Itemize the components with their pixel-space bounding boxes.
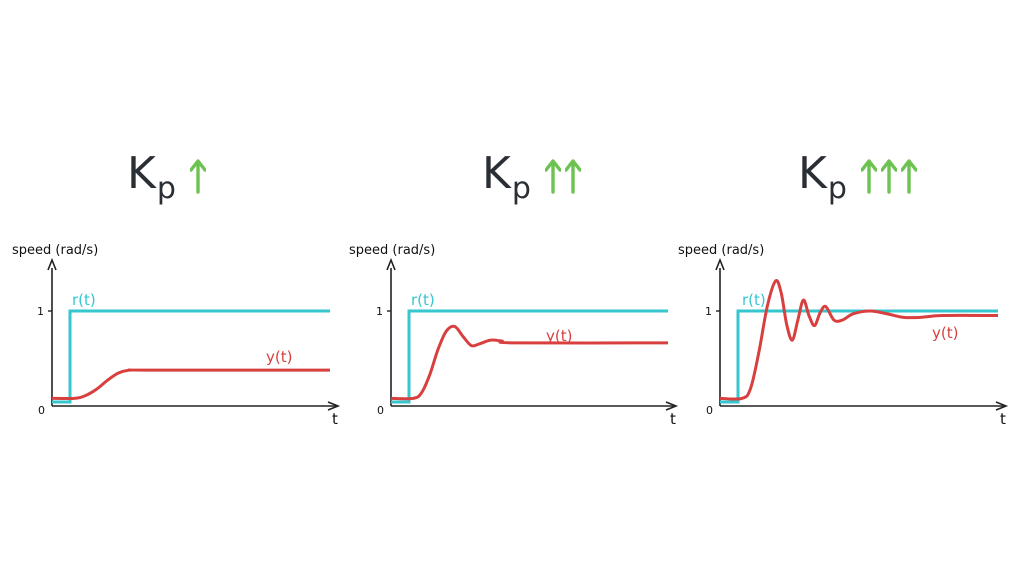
x-axis-label: t [1000, 410, 1006, 428]
panel-3-plot [715, 257, 1009, 411]
panel-3-title: K p [798, 152, 921, 204]
panel-2-plot [386, 257, 679, 411]
up-arrow-icon [544, 159, 561, 194]
up-arrow-icon [564, 159, 581, 194]
reference-signal-line [52, 309, 330, 404]
panel-2-title-k: K [482, 148, 511, 199]
up-arrow-icon [860, 159, 877, 194]
x-axis-arrowhead [327, 401, 341, 411]
panel-3-title-subscript: p [827, 171, 847, 206]
y-axis-label: speed (rad/s) [12, 243, 98, 258]
panel-1-title-k: K [127, 148, 156, 199]
x-axis-label: t [332, 410, 338, 428]
y-axis-arrowhead [47, 257, 57, 271]
up-arrow-icon [900, 159, 917, 194]
y-axis-label: speed (rad/s) [678, 243, 764, 258]
output-signal-line [719, 279, 999, 401]
panel-1-plot [47, 257, 341, 411]
y-axis-arrowhead [715, 257, 725, 271]
x-axis-arrowhead [995, 401, 1009, 411]
output-signal-label: y(t) [932, 324, 958, 342]
x-axis-label: t [670, 410, 676, 428]
output-signal-label: y(t) [546, 327, 572, 345]
panel-2-up-arrows [544, 158, 585, 194]
panel-2-title-subscript: p [511, 171, 531, 206]
panel-1-up-arrows [189, 158, 210, 194]
x-axis-arrowhead [665, 401, 679, 411]
panel-2-title: K p [482, 152, 585, 204]
origin-label: 0 [706, 404, 713, 417]
y-tick-label-one: 1 [37, 305, 44, 318]
origin-label: 0 [377, 404, 384, 417]
y-axis-arrowhead [386, 257, 396, 271]
reference-signal-label: r(t) [72, 291, 96, 309]
panel-1-title-subscript: p [156, 171, 176, 206]
reference-signal-line [391, 309, 668, 404]
panel-1-title: K p [127, 152, 210, 204]
output-signal-label: y(t) [266, 348, 292, 366]
origin-label: 0 [38, 404, 45, 417]
output-signal-line [51, 368, 330, 401]
y-axis-label: speed (rad/s) [349, 243, 435, 258]
output-signal-line [390, 324, 669, 401]
y-tick-label-one: 1 [705, 305, 712, 318]
up-arrow-icon [880, 159, 897, 194]
up-arrow-icon [189, 159, 206, 194]
panel-3-title-k: K [798, 148, 827, 199]
reference-signal-label: r(t) [742, 291, 766, 309]
reference-signal-label: r(t) [411, 291, 435, 309]
y-tick-label-one: 1 [376, 305, 383, 318]
panel-3-up-arrows [860, 158, 921, 194]
